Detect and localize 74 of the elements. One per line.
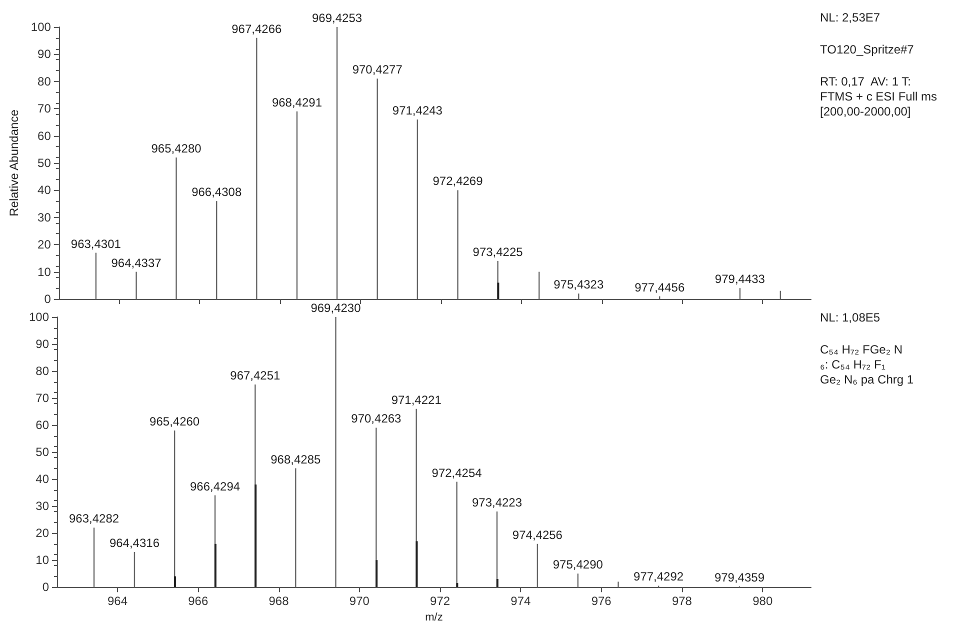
text: NL: 1,08E5 [820,310,880,324]
text: NL: 2,53E7 [820,10,880,24]
data-label: 977,4456 [634,280,685,294]
bar [456,583,458,588]
x-tick-label: 968 [268,594,290,608]
data-label: 970,4277 [352,62,403,77]
bar [214,544,216,588]
y-tick-label: 40 [38,183,52,198]
data-label: 972,4269 [432,174,484,188]
bar [496,578,498,588]
y-tick-label: 60 [38,128,52,143]
x-axis-title: m/z [425,612,443,624]
y-tick-label: 20 [38,238,52,252]
y-axis-title: Relative Abundance [7,109,21,216]
x-tick-label: 964 [107,594,128,608]
data-label: 964,4337 [111,256,162,270]
bar [416,541,418,588]
data-label: 974,4256 [512,528,563,542]
x-tick-label: 978 [672,594,692,608]
data-label: 972,4254 [432,466,482,480]
y-tick-label: 10 [36,553,50,568]
bar [174,576,176,588]
x-tick-label: 974 [510,594,532,608]
y-tick-label: 70 [36,391,50,406]
data-label: 975,4290 [552,558,604,572]
data-label: 965,4260 [150,414,200,428]
data-label: 966,4308 [192,185,242,200]
data-label: 965,4280 [151,142,202,156]
data-label: 963,4301 [70,236,122,251]
y-tick-label: 20 [36,526,50,540]
data-label: 966,4294 [190,479,240,494]
data-label: 970,4263 [351,412,402,426]
y-tick-label: 60 [36,418,50,432]
y-tick-label: 80 [36,364,50,378]
data-label: 979,4359 [714,570,765,584]
y-tick-label: 50 [36,445,50,460]
y-tick-label: 100 [28,310,50,324]
bar [376,560,378,588]
data-label: 975,4323 [554,278,604,292]
y-tick-label: 10 [38,264,52,279]
data-label: 967,4266 [232,22,282,36]
x-tick-label: 972 [430,594,450,608]
data-label: 969,4253 [312,11,362,25]
data-label: 969,4230 [310,301,362,315]
x-tick-label: 976 [591,594,612,608]
data-label: 968,4285 [270,452,321,466]
x-tick-label: 966 [188,594,208,608]
data-label: 964,4316 [109,536,160,550]
y-tick-label: 40 [36,472,50,486]
data-label: 968,4291 [272,95,322,110]
data-label: 973,4223 [472,495,522,510]
y-tick-label: 30 [38,210,52,224]
x-tick-label: 970 [349,594,370,608]
y-tick-label: 0 [42,580,50,594]
y-tick-label: 0 [44,292,52,306]
y-tick-label: 70 [38,102,52,116]
data-label: 977,4292 [634,570,684,584]
bar [497,282,500,299]
text: C₅₄ H₇₂ FGe₂ N₆: C₅₄ H₇₂ F₁ Ge₂ N₆ pa Chrg 1 [820,342,914,386]
data-label: 967,4251 [230,368,281,383]
y-tick-label: 30 [36,499,50,514]
data-label: 963,4282 [68,512,120,526]
y-tick-label: 90 [38,47,52,62]
y-tick-label: 80 [38,74,52,88]
data-label: 973,4225 [472,244,524,259]
data-label: 979,4433 [714,272,766,286]
text: RT: 0,17 AV: 1 T: FTMS + c ESI Full ms [200,00-2000,00] [820,74,940,118]
data-label: 971,4221 [391,392,442,407]
y-tick-label: 50 [38,156,52,170]
data-label: 971,4243 [392,103,443,118]
text: TO120_Spritze#7 [820,42,914,56]
y-tick-label: 100 [30,20,52,34]
x-tick-label: 980 [752,594,773,608]
y-tick-label: 90 [36,337,50,352]
